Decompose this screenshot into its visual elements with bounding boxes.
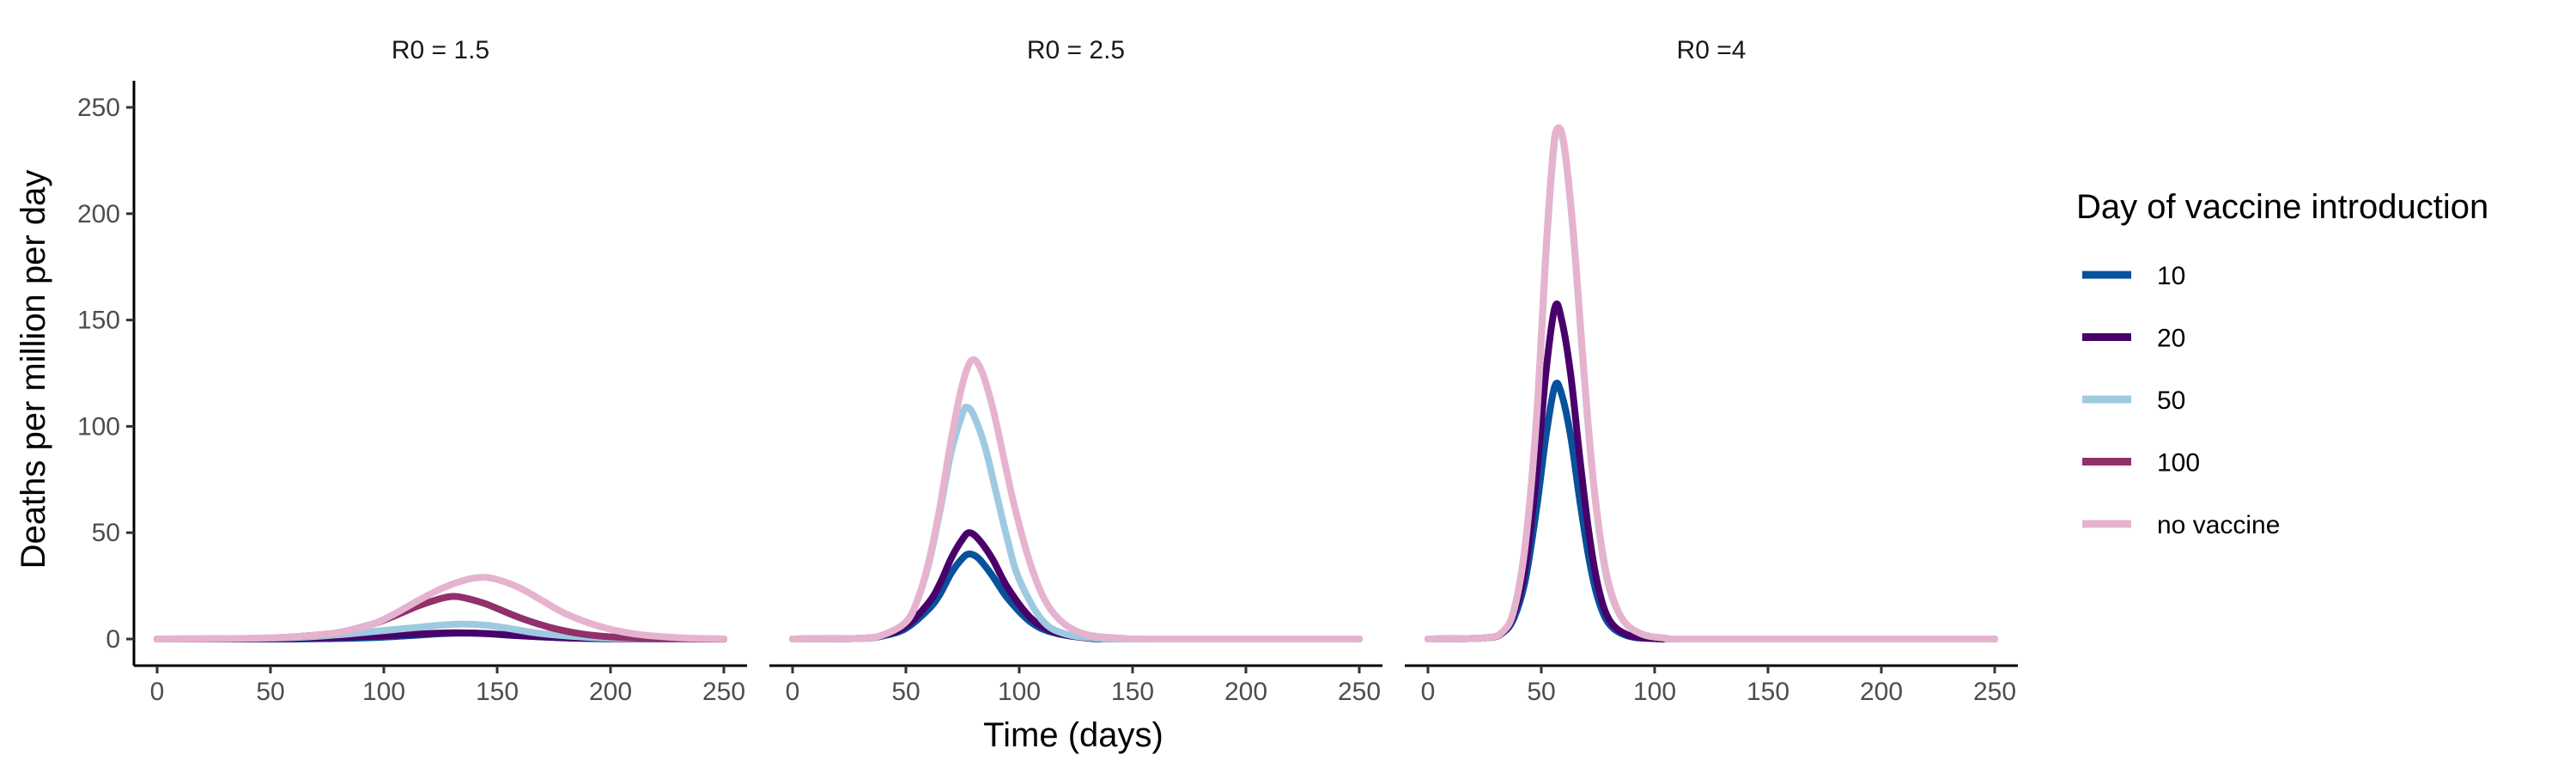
x-tick-label: 150 (476, 678, 519, 706)
legend-title: Day of vaccine introduction (2076, 188, 2488, 226)
facet-panels: R0 = 1.50 50 100 150 200 250050100150200250R0… (77, 36, 2018, 706)
y-tick-label: 200 (77, 200, 120, 228)
x-tick-label: 150 (1111, 678, 1154, 706)
y-tick-label: 50 (92, 519, 120, 547)
x-tick-label: 100 (1633, 678, 1676, 706)
panel-title: R0 = 1.5 (392, 36, 489, 64)
legend-label: 50 (2157, 386, 2185, 415)
y-tick-label: 150 (77, 307, 120, 335)
legend-item: 50 (2082, 386, 2185, 415)
x-tick-label: 200 (589, 678, 632, 706)
series-line-no-vaccine (154, 574, 727, 642)
series-line-no-vaccine (1425, 124, 1998, 643)
panel-title: R0 = 2.5 (1027, 36, 1125, 64)
panel-title: R0 =4 (1677, 36, 1747, 64)
x-tick-label: 0 (150, 678, 165, 706)
x-tick-label: 0 (1421, 678, 1436, 706)
series-line-20 (1425, 300, 1998, 643)
x-tick-label: 250 (1338, 678, 1381, 706)
x-axis-title: Time (days) (983, 716, 1163, 754)
panel-1: R0 = 1.5 0 50 100 150 200 250 0 50 100 150 200 250 (77, 36, 747, 706)
x-tick-label: 200 (1224, 678, 1267, 706)
panel-2: R0 = 2.5 0 50 100 150 200 250 (769, 36, 1382, 706)
series-line-10 (789, 550, 1363, 643)
x-tick-label: 250 (702, 678, 745, 706)
y-axis-title: Deaths per million per day (15, 170, 52, 569)
series-line-50 (789, 403, 1363, 643)
y-tick-label: 100 (77, 412, 120, 441)
x-tick-label: 50 (256, 678, 284, 706)
x-tick-label: 0 (786, 678, 800, 706)
legend-item: 100 (2082, 449, 2200, 478)
x-tick-label: 150 (1747, 678, 1789, 706)
x-tick-label: 50 (891, 678, 920, 706)
series-line-no-vaccine (789, 356, 1363, 642)
x-tick-label: 100 (998, 678, 1041, 706)
x-tick-label: 50 (1527, 678, 1555, 706)
legend-label: 100 (2157, 449, 2200, 478)
legend-item: 10 (2082, 262, 2185, 290)
legend-label: 20 (2157, 325, 2185, 353)
y-tick-label: 0 (106, 625, 120, 654)
x-tick-label: 200 (1860, 678, 1903, 706)
series-line-50 (1425, 126, 1998, 643)
legend-item: 20 (2082, 325, 2185, 353)
x-tick-label: 100 (362, 678, 405, 706)
legend-label: no vaccine (2157, 511, 2280, 539)
y-tick-label: 250 (77, 94, 120, 122)
x-tick-label: 250 (1973, 678, 2016, 706)
series-line-20 (789, 529, 1363, 643)
axis-titles: Time (days) Deaths per million per day (15, 170, 1163, 754)
legend-label: 10 (2157, 262, 2185, 290)
legend-items: 10 20 50 100 no vaccine (2082, 262, 2280, 539)
panel-3: R0 =4 0 50 100 150 200 250 (1405, 36, 2018, 706)
legend-item: no vaccine (2082, 511, 2280, 539)
legend: Day of vaccine introduction 10 20 50 100 no … (2076, 188, 2488, 539)
